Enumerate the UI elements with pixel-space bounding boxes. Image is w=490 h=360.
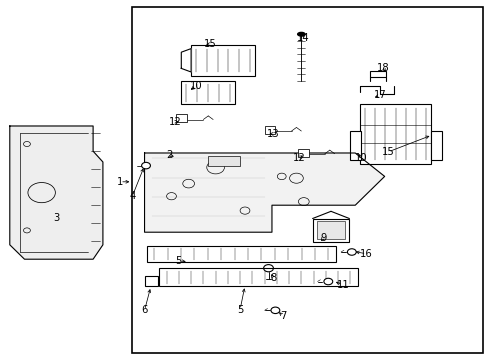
Text: 1: 1 [117, 177, 123, 187]
Circle shape [324, 278, 333, 285]
Circle shape [142, 162, 150, 169]
Text: 10: 10 [355, 153, 368, 163]
Bar [298, 149, 309, 157]
Text: 6: 6 [141, 305, 148, 315]
Bar [147, 246, 336, 262]
Bar [431, 131, 442, 160]
Bar [159, 268, 358, 286]
Bar [370, 71, 386, 77]
Text: 5: 5 [237, 305, 244, 315]
Bar [191, 45, 255, 76]
Text: 15: 15 [382, 147, 394, 157]
Bar [265, 126, 275, 134]
Bar [317, 221, 345, 239]
Circle shape [271, 307, 280, 314]
Bar [360, 104, 431, 164]
Text: 7: 7 [280, 311, 287, 321]
Text: 4: 4 [129, 191, 135, 201]
Text: 5: 5 [175, 256, 182, 266]
Circle shape [347, 249, 356, 255]
Text: 14: 14 [296, 33, 309, 43]
Bar [181, 81, 235, 104]
Polygon shape [10, 126, 103, 259]
Text: 3: 3 [53, 213, 59, 223]
Bar [208, 156, 240, 166]
Bar [132, 7, 483, 353]
Text: 18: 18 [377, 63, 390, 73]
Text: 16: 16 [360, 249, 373, 259]
Bar [350, 131, 361, 160]
Text: 10: 10 [190, 81, 202, 91]
Text: 12: 12 [293, 153, 305, 163]
Text: 9: 9 [320, 233, 327, 243]
Bar [313, 219, 349, 242]
Ellipse shape [297, 32, 305, 36]
Text: 15: 15 [204, 39, 217, 49]
Bar [176, 114, 187, 122]
Polygon shape [145, 153, 385, 232]
Bar [145, 276, 158, 286]
Text: 2: 2 [166, 150, 172, 160]
Text: 11: 11 [337, 280, 349, 290]
Text: 17: 17 [373, 90, 386, 100]
Text: 13: 13 [267, 129, 280, 139]
Text: 8: 8 [270, 273, 276, 283]
Text: 12: 12 [169, 117, 182, 127]
Polygon shape [181, 49, 191, 72]
